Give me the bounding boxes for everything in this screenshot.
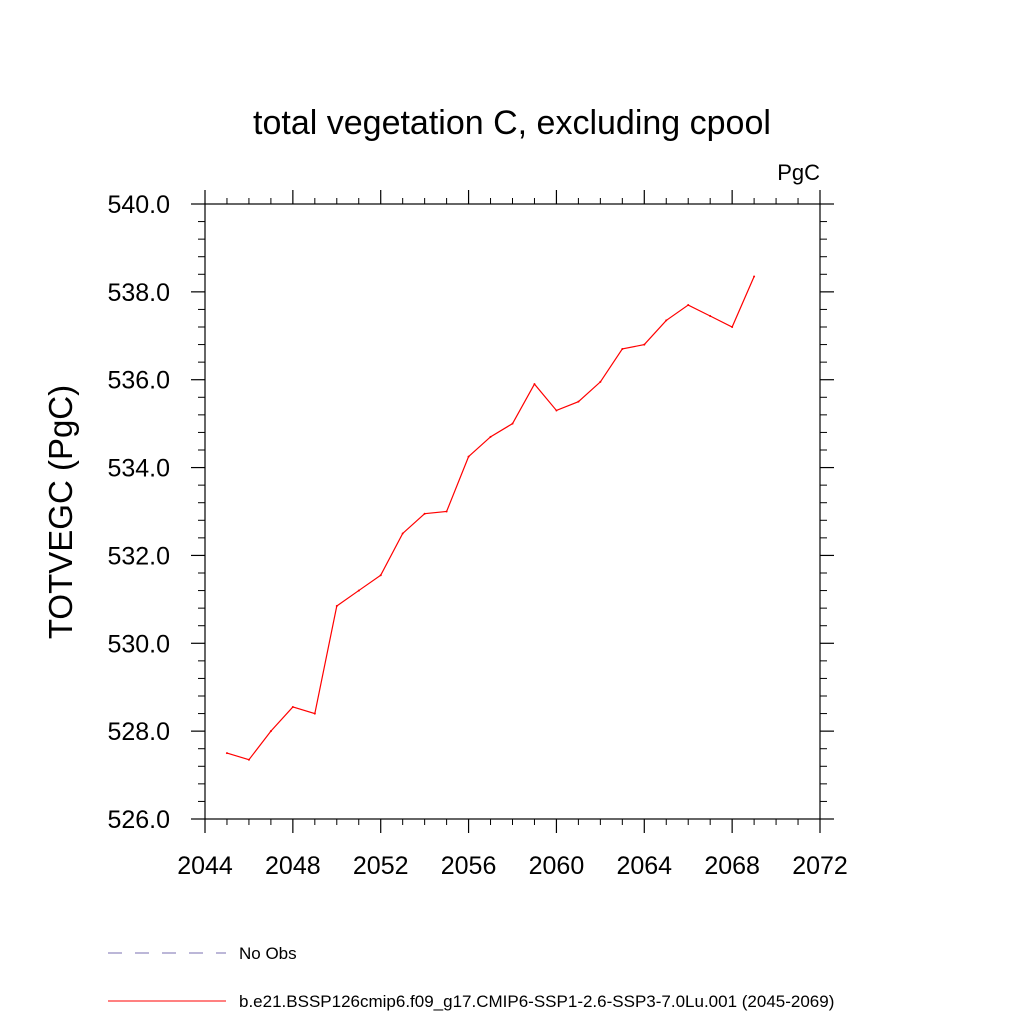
data-point [511,422,514,425]
data-point [335,604,338,607]
data-point [621,347,624,350]
data-point [489,435,492,438]
data-point [643,343,646,346]
x-tick-label: 2072 [792,852,848,880]
legend: No Obs b.e21.BSSP126cmip6.f09_g17.CMIP6-S… [108,944,834,1011]
data-point [709,315,712,318]
x-tick-label: 2060 [529,852,585,880]
series-line [226,276,755,761]
data-point [247,758,250,761]
data-point [401,532,404,535]
data-point [687,304,690,307]
legend-label: b.e21.BSSP126cmip6.f09_g17.CMIP6-SSP1-2.… [239,992,834,1011]
y-tick-label: 534.0 [107,455,170,483]
data-point [533,383,536,386]
legend-label: No Obs [239,944,297,963]
y-tick-label: 540.0 [107,191,170,219]
y-axis-label: TOTVEGC (PgC) [42,385,79,639]
x-tick-label: 2048 [265,852,321,880]
plot-frame [204,203,821,820]
y-tick-label: 528.0 [107,718,170,746]
data-point [445,510,448,513]
x-tick-label: 2056 [441,852,497,880]
x-tick-label: 2064 [616,852,672,880]
y-tick-label: 526.0 [107,806,170,834]
data-point [555,409,558,412]
data-point [577,400,580,403]
data-point [379,574,382,577]
data-point [313,712,316,715]
data-point [225,752,228,755]
units-label: PgC [777,160,820,185]
data-point [269,730,272,733]
chart-title: total vegetation C, excluding cpool [253,104,771,142]
data-point [665,319,668,322]
data-point [731,326,734,328]
data-point [753,275,756,278]
data-point [599,380,602,383]
data-point [291,705,294,708]
y-tick-label: 530.0 [107,630,170,658]
y-tick-label: 532.0 [107,542,170,570]
data-point [357,589,360,592]
y-tick-label: 538.0 [107,279,170,307]
data-point [423,512,426,515]
x-tick-label: 2044 [177,852,233,880]
x-tick-label: 2068 [704,852,760,880]
series-layer [225,275,756,761]
x-tick-label: 2052 [353,852,409,880]
tick-labels: 2044 2048 2052 2056 2060 2064 2068 2072 526.0 528… [107,191,847,880]
axis-ticks [191,190,834,833]
data-point [467,455,470,458]
y-tick-label: 536.0 [107,367,170,395]
